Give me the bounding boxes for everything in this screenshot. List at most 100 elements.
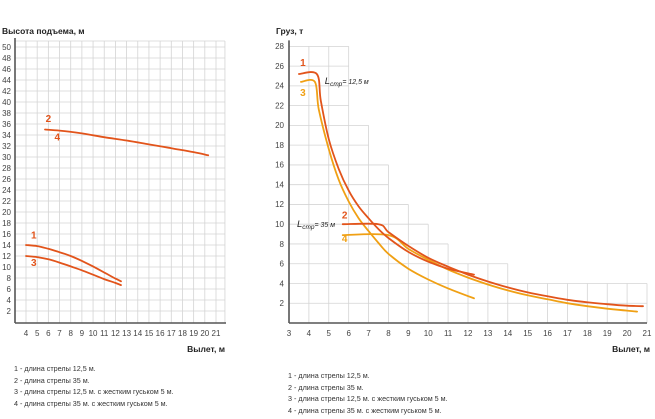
y-tick-label: 2	[7, 307, 12, 316]
x-tick-label: 8	[386, 329, 391, 338]
x-tick-label: 16	[156, 329, 165, 338]
x-tick-label: 20	[623, 329, 632, 338]
x-tick-label: 15	[144, 329, 153, 338]
annotation-main: L	[325, 76, 330, 87]
y-tick-label: 24	[2, 186, 11, 195]
series-line-1	[25, 244, 122, 283]
y-tick-label: 38	[2, 109, 11, 118]
annotation-main: L	[297, 219, 302, 230]
y-axis-title: Высота подъема, м	[2, 26, 85, 36]
x-tick-label: 10	[424, 329, 433, 338]
boom-length-annotation: Lстр= 12,5 м	[325, 76, 369, 88]
series-line-1	[298, 71, 475, 276]
y-tick-label: 36	[2, 120, 11, 129]
curve-label-1: 1	[300, 58, 306, 69]
x-tick-label: 7	[57, 329, 62, 338]
series-line-2	[341, 222, 644, 308]
x-tick-label: 18	[178, 329, 187, 338]
x-tick-label: 5	[327, 329, 332, 338]
x-tick-label: 17	[167, 329, 176, 338]
y-tick-label: 2	[280, 299, 285, 308]
x-tick-label: 12	[111, 329, 120, 338]
curve-label-3: 3	[300, 88, 306, 99]
legend-right-item: 4 - длина стрелы 35 м. с жестким гуськом…	[288, 405, 442, 415]
x-tick-label: 3	[287, 329, 292, 338]
curve-label-4: 4	[342, 234, 348, 245]
y-tick-label: 8	[280, 240, 285, 249]
y-tick-label: 16	[2, 230, 11, 239]
legend-left-item: 3 - длина стрелы 12,5 м. с жестким гуськ…	[14, 387, 174, 396]
annotation-sub: стр	[302, 224, 315, 231]
x-tick-label: 21	[643, 329, 652, 338]
y-axis-title: Груз, т	[276, 26, 303, 36]
legend-left: 1 - длина стрелы 12,5 м. 2 - длина стрел…	[14, 363, 174, 409]
series-line-4	[341, 233, 638, 313]
y-tick-label: 40	[2, 98, 11, 107]
y-tick-label: 6	[280, 260, 285, 269]
y-tick-label: 4	[7, 296, 12, 305]
x-tick-label: 10	[89, 329, 98, 338]
legend-left-item: 1 - длина стрелы 12,5 м.	[14, 364, 96, 373]
curve-label-3: 3	[31, 258, 37, 269]
y-tick-label: 20	[2, 208, 11, 217]
y-tick-label: 22	[275, 101, 284, 110]
legend-right-item: 3 - длина стрелы 12,5 м. с жестким гуськ…	[288, 394, 448, 403]
y-tick-label: 34	[2, 131, 11, 140]
y-tick-label: 18	[2, 219, 11, 228]
y-tick-label: 22	[2, 197, 11, 206]
y-tick-label: 42	[2, 87, 11, 96]
y-tick-label: 10	[275, 220, 284, 229]
y-tick-label: 32	[2, 142, 11, 151]
y-tick-label: 30	[2, 153, 11, 162]
x-tick-label: 9	[406, 329, 411, 338]
x-tick-label: 15	[523, 329, 532, 338]
x-tick-label: 11	[100, 329, 109, 338]
y-tick-label: 48	[2, 54, 11, 63]
x-axis-title: Вылет, м	[187, 344, 225, 354]
x-tick-label: 13	[483, 329, 492, 338]
x-tick-label: 6	[346, 329, 351, 338]
x-tick-label: 21	[212, 329, 221, 338]
x-tick-label: 4	[24, 329, 29, 338]
y-tick-label: 8	[7, 274, 12, 283]
x-tick-label: 4	[307, 329, 312, 338]
x-axis-title: Вылет, м	[612, 344, 650, 354]
x-tick-label: 16	[543, 329, 552, 338]
x-tick-label: 5	[35, 329, 40, 338]
y-tick-label: 28	[2, 164, 11, 173]
curve-label-2: 2	[46, 114, 52, 125]
y-tick-label: 50	[2, 43, 11, 52]
y-tick-label: 4	[280, 279, 285, 288]
boom-length-annotation: Lстр= 35 м	[297, 219, 335, 231]
x-tick-label: 11	[444, 329, 453, 338]
y-tick-label: 12	[2, 252, 11, 261]
y-tick-label: 6	[7, 285, 12, 294]
x-tick-label: 18	[583, 329, 592, 338]
y-tick-label: 14	[275, 180, 284, 189]
annotation-value: = 12,5 м	[342, 79, 369, 86]
x-tick-label: 6	[46, 329, 51, 338]
x-tick-label: 13	[122, 329, 131, 338]
series-line-2	[44, 128, 210, 157]
series-line-3	[25, 255, 122, 286]
x-tick-label: 20	[200, 329, 209, 338]
legend-left-item: 2 - длина стрелы 35 м.	[14, 375, 90, 385]
x-tick-label: 7	[366, 329, 371, 338]
y-tick-label: 28	[275, 42, 284, 51]
legend-left-item: 4 - длина стрелы 35 м. с жестким гуськом…	[14, 398, 168, 408]
x-tick-label: 14	[503, 329, 512, 338]
x-tick-label: 9	[80, 329, 85, 338]
legend-right-item: 1 - длина стрелы 12,5 м.	[288, 371, 370, 380]
x-tick-label: 19	[189, 329, 198, 338]
y-tick-label: 24	[275, 82, 284, 91]
x-tick-label: 19	[603, 329, 612, 338]
y-tick-label: 44	[2, 76, 11, 85]
curve-label-4: 4	[55, 133, 61, 144]
chart-lift-height: 2468101214161820222426283032343638404244…	[2, 26, 226, 354]
curve-label-1: 1	[31, 230, 37, 241]
y-tick-label: 26	[275, 62, 284, 71]
series-line-3	[300, 78, 475, 300]
y-tick-label: 10	[2, 263, 11, 272]
